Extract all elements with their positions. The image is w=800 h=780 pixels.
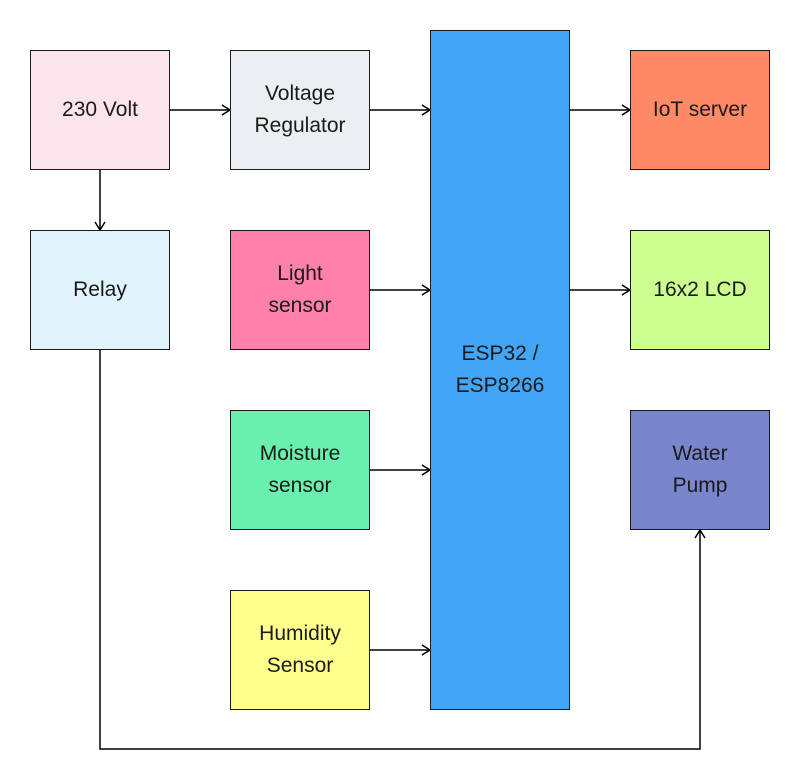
moisture-sensor-block: Moisture sensor <box>230 410 370 530</box>
humidity-sensor-label: Humidity Sensor <box>259 622 341 677</box>
water-pump-block: Water Pump <box>630 410 770 530</box>
iot-server-label: IoT server <box>652 98 748 121</box>
iot-server-block: IoT server <box>630 50 770 170</box>
voltage-regulator-block: Voltage Regulator <box>230 50 370 170</box>
esp-controller-block: ESP32 / ESP8266 <box>430 30 570 710</box>
lcd-block: 16x2 LCD <box>630 230 770 350</box>
relay-label: Relay <box>73 278 127 301</box>
power-230v-label: 230 Volt <box>62 98 138 121</box>
water-pump-label: Water Pump <box>672 442 728 497</box>
light-sensor-block: Light sensor <box>230 230 370 350</box>
voltage-regulator-label: Voltage Regulator <box>254 82 346 137</box>
moisture-sensor-label: Moisture sensor <box>259 442 341 497</box>
humidity-sensor-block: Humidity Sensor <box>230 590 370 710</box>
light-sensor-label: Light sensor <box>268 262 332 317</box>
esp-controller-label: ESP32 / ESP8266 <box>455 342 545 397</box>
power-230v-block: 230 Volt <box>30 50 170 170</box>
wire-relay-to-pump <box>99 350 706 750</box>
lcd-label: 16x2 LCD <box>653 278 747 301</box>
relay-block: Relay <box>30 230 170 350</box>
